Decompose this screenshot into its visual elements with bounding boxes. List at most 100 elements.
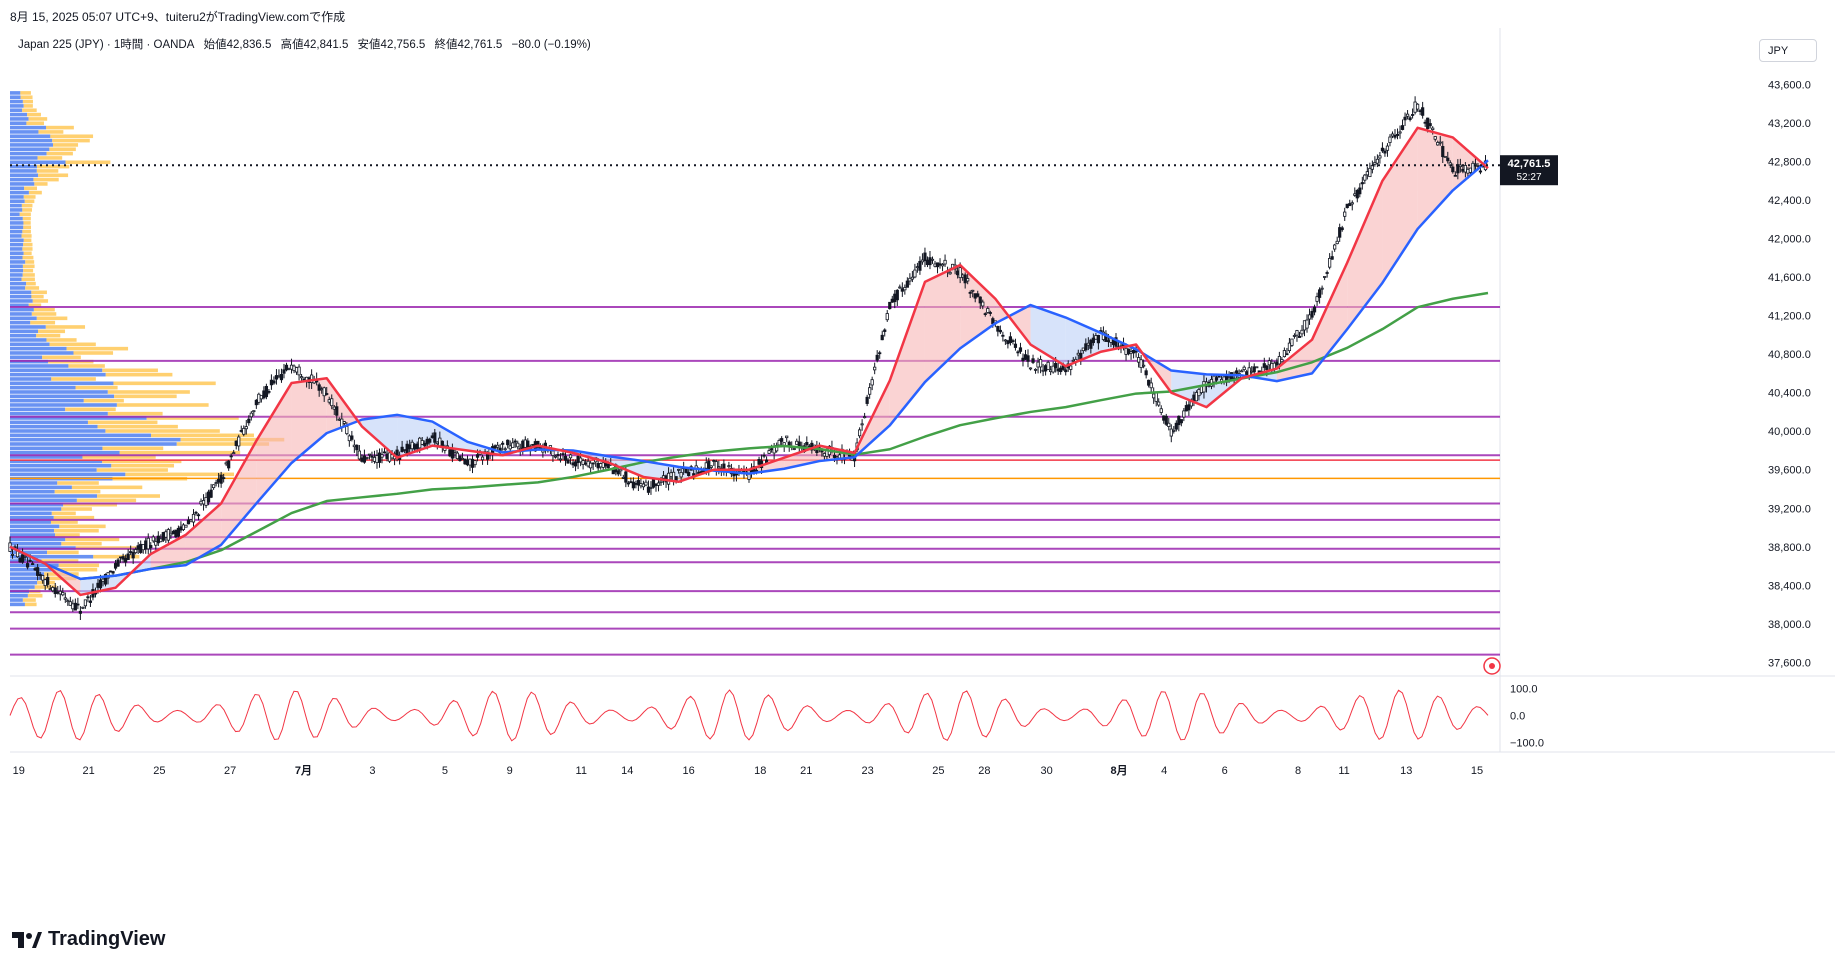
candle-body xyxy=(159,538,163,543)
candle-body xyxy=(382,451,387,454)
candle-body xyxy=(322,387,326,397)
candle-body xyxy=(986,308,990,313)
volume-profile-bar-sell xyxy=(23,195,36,199)
candle-body xyxy=(1139,359,1143,369)
candle-body xyxy=(619,468,623,472)
volume-profile-bar-buy xyxy=(10,173,39,178)
candle-body xyxy=(1290,338,1294,346)
candle-body xyxy=(1478,170,1483,173)
candle-body xyxy=(1084,343,1088,351)
candle-body xyxy=(214,482,218,484)
candle-body xyxy=(1096,335,1100,344)
tradingview-logo[interactable]: TradingView xyxy=(12,928,165,951)
candle-body xyxy=(1167,422,1171,427)
volume-profile-bar-sell xyxy=(36,333,61,338)
candle-body xyxy=(475,454,480,458)
candle-body xyxy=(983,313,987,315)
volume-profile-bar-buy xyxy=(10,338,47,342)
candle-body xyxy=(450,448,454,459)
candle-body xyxy=(717,466,721,469)
candle-body xyxy=(1310,310,1314,318)
candle-body xyxy=(365,457,369,459)
y-tick-label: 41,600.0 xyxy=(1768,272,1811,284)
candle-body xyxy=(649,487,653,489)
candle-body xyxy=(227,460,231,469)
candle-body xyxy=(915,266,920,269)
candle-body xyxy=(1385,145,1390,151)
volume-profile-bar-sell xyxy=(73,351,114,355)
candle-body xyxy=(66,600,70,603)
candle-body xyxy=(360,457,364,462)
volume-profile-bar-sell xyxy=(40,576,77,581)
volume-profile-bar-buy xyxy=(10,251,24,256)
candle-body xyxy=(191,513,196,523)
candle-body xyxy=(287,367,291,370)
candle-body xyxy=(893,293,897,303)
ma-cloud-segment xyxy=(221,440,257,545)
candle-body xyxy=(1335,240,1339,245)
currency-button[interactable]: JPY xyxy=(1759,39,1817,62)
candle-body xyxy=(252,410,256,413)
x-tick-label: 25 xyxy=(153,765,165,777)
candle-body xyxy=(149,545,153,549)
candle-body xyxy=(418,437,422,449)
candle-body xyxy=(1001,334,1005,337)
volume-profile-bar-sell xyxy=(119,450,241,455)
candle-body xyxy=(473,460,477,466)
candle-body xyxy=(1330,256,1334,260)
candle-body xyxy=(604,463,608,467)
ma-cloud-segment xyxy=(291,378,327,463)
candle-body xyxy=(1378,155,1382,159)
candle-body xyxy=(98,579,103,589)
volume-profile-bar-sell xyxy=(24,186,38,191)
volume-profile-bar-sell xyxy=(36,169,59,173)
candle-body xyxy=(101,578,105,582)
y-tick-label: 40,800.0 xyxy=(1768,349,1811,361)
volume-profile-bar-sell xyxy=(21,277,35,282)
candle-body xyxy=(247,418,251,424)
candle-body xyxy=(584,462,588,465)
volume-profile-bar-sell xyxy=(38,130,64,134)
candle-body xyxy=(938,263,942,266)
candle-body xyxy=(126,553,130,560)
candle-body xyxy=(712,459,716,462)
candle-body xyxy=(124,557,128,563)
candle-body xyxy=(981,301,985,307)
candle-body xyxy=(242,427,246,435)
candle-body xyxy=(103,573,108,585)
y-tick-label: 40,000.0 xyxy=(1768,426,1811,438)
ma-cloud-segment xyxy=(1347,180,1383,330)
volume-profile-bar-sell xyxy=(180,437,285,442)
x-tick-label: 27 xyxy=(224,765,236,777)
candle-body xyxy=(621,477,625,479)
candle-body xyxy=(400,446,404,452)
candle-body xyxy=(988,312,992,314)
legend-close: 終値42,761.5 xyxy=(434,39,503,51)
candle-body xyxy=(25,563,30,568)
volume-profile-bar-sell xyxy=(49,342,96,347)
volume-profile-bar-buy xyxy=(10,524,60,529)
candle-body xyxy=(1242,366,1246,370)
volume-profile-bar-buy xyxy=(10,472,126,477)
candle-body xyxy=(1307,314,1312,320)
candle-body xyxy=(1041,369,1045,372)
candle-body xyxy=(910,276,914,280)
volume-profile-bar-buy xyxy=(10,372,106,377)
volume-profile-bar-sell xyxy=(28,117,48,121)
volume-profile-bar-buy xyxy=(10,502,64,507)
candle-body xyxy=(888,301,892,310)
candle-body xyxy=(18,557,22,563)
volume-profile-bar-sell xyxy=(38,329,66,334)
volume-profile-bar-buy xyxy=(10,264,23,269)
candle-body xyxy=(395,449,399,456)
candle-body xyxy=(795,440,799,445)
volume-profile-bar-sell xyxy=(22,598,36,602)
candle-body xyxy=(277,375,281,378)
candle-body xyxy=(1395,133,1400,136)
candle-body xyxy=(586,460,590,467)
volume-profile-bar-sell xyxy=(23,268,34,273)
candle-body xyxy=(526,440,530,448)
candle-body xyxy=(1172,429,1176,432)
candle-body xyxy=(1021,357,1025,362)
